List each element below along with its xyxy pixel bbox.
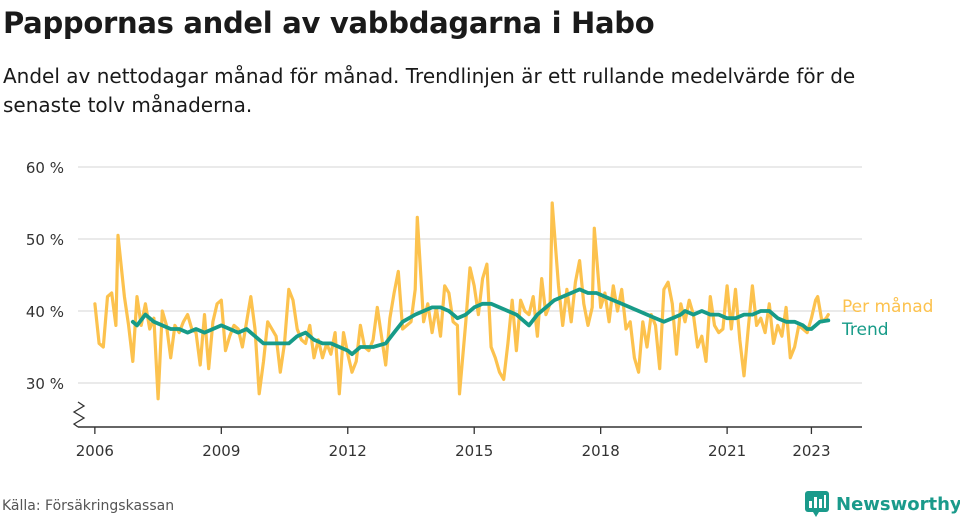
x-tick-label: 2018: [582, 442, 620, 460]
x-tick-label: 2023: [792, 442, 830, 460]
line-labels: Per månad Trend: [841, 296, 933, 340]
x-tick-label: 2009: [202, 442, 240, 460]
chart-subtitle: Andel av nettodagar månad för månad. Tre…: [3, 64, 856, 117]
series-trend-line: [130, 287, 831, 357]
newsworthy-logo-icon: [805, 491, 829, 517]
series-lines: [93, 201, 831, 401]
axis-break-icon: [72, 401, 86, 428]
series-monthly-line: [93, 201, 830, 401]
x-axis: 2006 2009 2012 2015 2018 2021 2023: [72, 401, 862, 460]
brand-name: Newsworthy: [836, 493, 960, 515]
y-tick-label: 40 %: [26, 303, 64, 321]
x-tick-label: 2012: [329, 442, 367, 460]
chart-title: Pappornas andel av vabbdagarna i Habo: [3, 6, 655, 40]
x-tick-label: 2015: [455, 442, 493, 460]
brand-logo[interactable]: Newsworthy: [805, 488, 960, 520]
source-note: Källa: Försäkringskassan: [2, 498, 175, 514]
x-tick-label: 2006: [76, 442, 114, 460]
label-trend: Trend: [841, 320, 889, 340]
y-axis-tick-labels: 30 % 40 % 50 % 60 %: [26, 159, 64, 393]
y-tick-label: 60 %: [26, 159, 64, 177]
label-per-manad: Per månad: [842, 296, 933, 317]
y-tick-label: 30 %: [26, 375, 64, 393]
grid-lines: [78, 166, 862, 384]
y-tick-label: 50 %: [26, 231, 64, 249]
x-tick-label: 2021: [708, 442, 746, 460]
line-chart: 30 % 40 % 50 % 60 % 2006 2009 2012 2015 2018 202…: [26, 159, 934, 460]
